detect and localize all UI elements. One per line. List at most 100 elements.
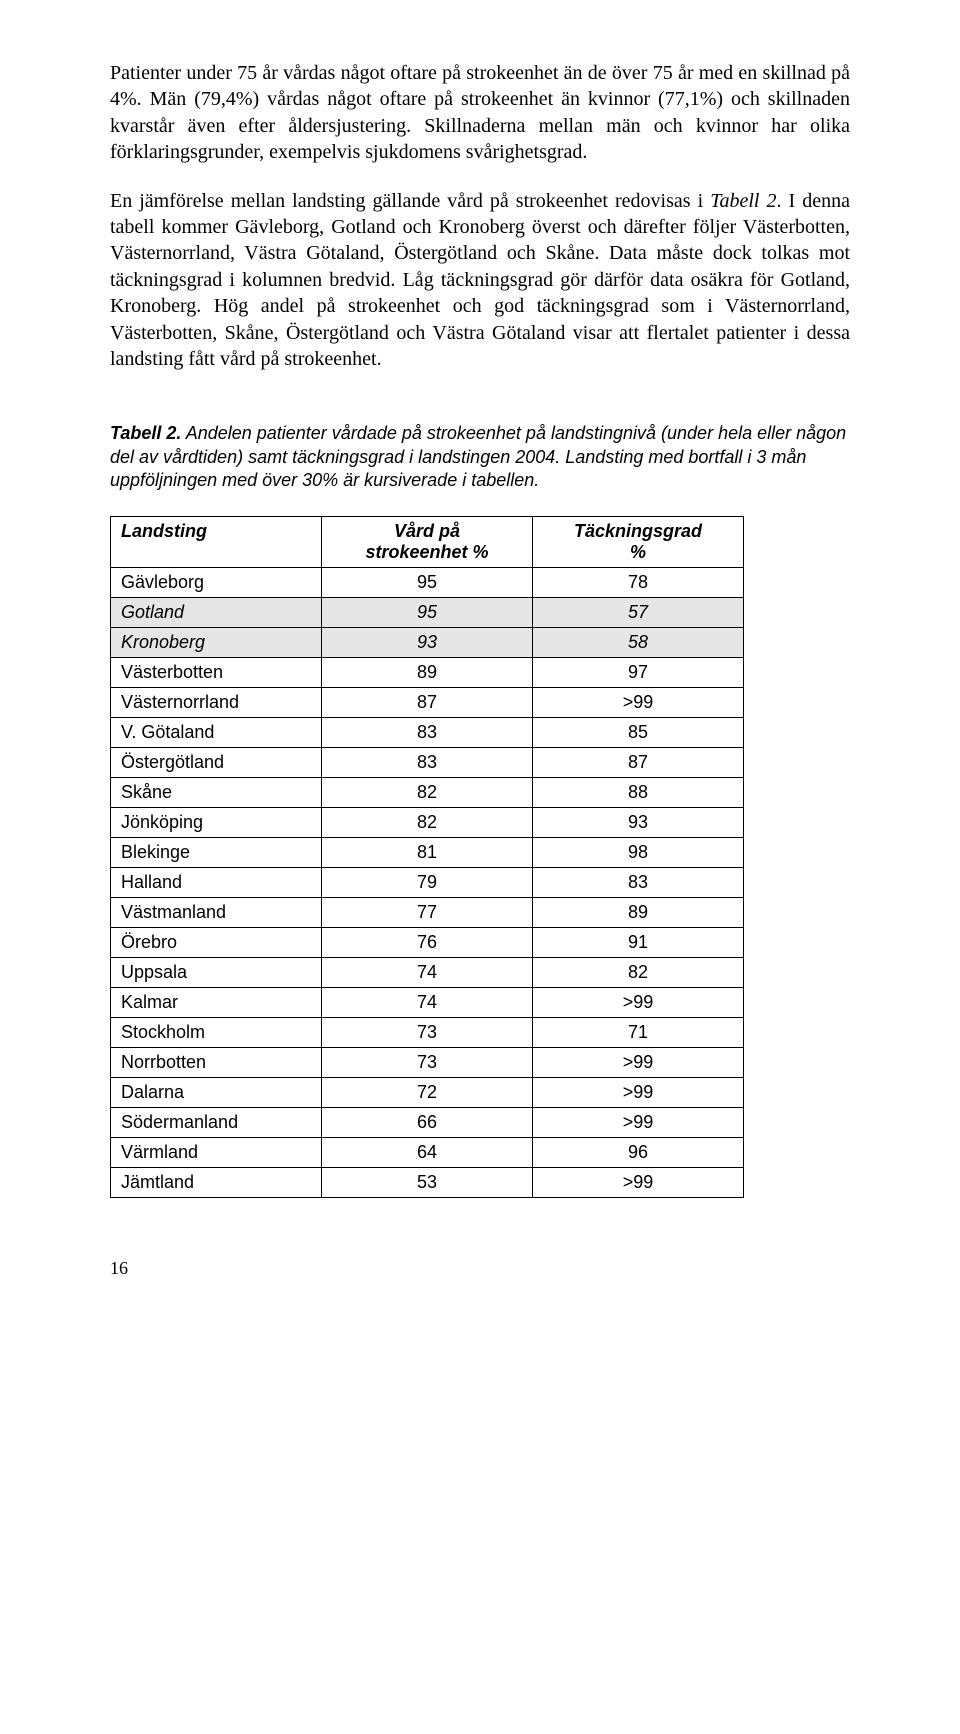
table-row: Västernorrland87>99	[111, 688, 744, 718]
table-row: Södermanland66>99	[111, 1108, 744, 1138]
cell-vard: 79	[322, 868, 533, 898]
cell-tackning: 87	[533, 748, 744, 778]
cell-landsting: Örebro	[111, 928, 322, 958]
cell-landsting: Gävleborg	[111, 568, 322, 598]
cell-vard: 77	[322, 898, 533, 928]
cell-tackning: >99	[533, 1108, 744, 1138]
table-body: Gävleborg9578Gotland9557Kronoberg9358Väs…	[111, 568, 744, 1198]
cell-vard: 83	[322, 718, 533, 748]
cell-tackning: 83	[533, 868, 744, 898]
table-row: Stockholm7371	[111, 1018, 744, 1048]
table-row: Jönköping8293	[111, 808, 744, 838]
col-header-tackning-line2: %	[630, 542, 646, 562]
table-row: Kalmar74>99	[111, 988, 744, 1018]
cell-tackning: 57	[533, 598, 744, 628]
cell-tackning: >99	[533, 1168, 744, 1198]
col-header-tackning: Täckningsgrad %	[533, 517, 744, 568]
cell-vard: 66	[322, 1108, 533, 1138]
cell-landsting: Skåne	[111, 778, 322, 808]
table-reference: Tabell 2	[710, 190, 776, 212]
cell-landsting: Dalarna	[111, 1078, 322, 1108]
cell-landsting: Västmanland	[111, 898, 322, 928]
cell-landsting: Norrbotten	[111, 1048, 322, 1078]
col-header-tackning-line1: Täckningsgrad	[574, 521, 702, 541]
cell-tackning: 85	[533, 718, 744, 748]
cell-landsting: Östergötland	[111, 748, 322, 778]
cell-vard: 89	[322, 658, 533, 688]
table-row: Kronoberg9358	[111, 628, 744, 658]
cell-tackning: 71	[533, 1018, 744, 1048]
table-row: Blekinge8198	[111, 838, 744, 868]
table-row: Halland7983	[111, 868, 744, 898]
cell-landsting: Blekinge	[111, 838, 322, 868]
table-row: V. Götaland8385	[111, 718, 744, 748]
cell-tackning: 98	[533, 838, 744, 868]
cell-tackning: 97	[533, 658, 744, 688]
table-row: Västmanland7789	[111, 898, 744, 928]
table-row: Östergötland8387	[111, 748, 744, 778]
table-row: Gävleborg9578	[111, 568, 744, 598]
cell-tackning: >99	[533, 1048, 744, 1078]
cell-vard: 93	[322, 628, 533, 658]
cell-landsting: Halland	[111, 868, 322, 898]
cell-landsting: Västernorrland	[111, 688, 322, 718]
cell-tackning: >99	[533, 1078, 744, 1108]
cell-vard: 53	[322, 1168, 533, 1198]
table-row: Örebro7691	[111, 928, 744, 958]
cell-tackning: 91	[533, 928, 744, 958]
cell-landsting: Jönköping	[111, 808, 322, 838]
col-header-vard-line1: Vård på	[394, 521, 460, 541]
col-header-landsting: Landsting	[111, 517, 322, 568]
cell-vard: 64	[322, 1138, 533, 1168]
table-row: Dalarna72>99	[111, 1078, 744, 1108]
table-row: Uppsala7482	[111, 958, 744, 988]
cell-landsting: Kalmar	[111, 988, 322, 1018]
cell-tackning: >99	[533, 988, 744, 1018]
document-page: Patienter under 75 år vårdas något oftar…	[0, 0, 960, 1319]
cell-tackning: 78	[533, 568, 744, 598]
cell-vard: 83	[322, 748, 533, 778]
table-caption-label: Tabell 2.	[110, 423, 181, 443]
cell-vard: 82	[322, 778, 533, 808]
cell-vard: 76	[322, 928, 533, 958]
paragraph-1: Patienter under 75 år vårdas något oftar…	[110, 60, 850, 166]
col-header-vard: Vård på strokeenhet %	[322, 517, 533, 568]
cell-vard: 82	[322, 808, 533, 838]
landsting-table: Landsting Vård på strokeenhet % Täckning…	[110, 516, 744, 1198]
cell-vard: 87	[322, 688, 533, 718]
col-header-vard-line2: strokeenhet %	[365, 542, 488, 562]
cell-tackning: >99	[533, 688, 744, 718]
table-row: Västerbotten8997	[111, 658, 744, 688]
table-row: Jämtland53>99	[111, 1168, 744, 1198]
cell-landsting: Stockholm	[111, 1018, 322, 1048]
paragraph-2-rest: . I denna tabell kommer Gävleborg, Gotla…	[110, 190, 850, 370]
cell-landsting: Västerbotten	[111, 658, 322, 688]
cell-tackning: 58	[533, 628, 744, 658]
table-header-row: Landsting Vård på strokeenhet % Täckning…	[111, 517, 744, 568]
cell-landsting: Värmland	[111, 1138, 322, 1168]
paragraph-2: En jämförelse mellan landsting gällande …	[110, 188, 850, 373]
cell-landsting: Jämtland	[111, 1168, 322, 1198]
table-caption: Tabell 2. Andelen patienter vårdade på s…	[110, 422, 850, 492]
table-caption-text: Andelen patienter vårdade på strokeenhet…	[110, 423, 846, 490]
cell-vard: 74	[322, 988, 533, 1018]
cell-landsting: V. Götaland	[111, 718, 322, 748]
cell-landsting: Kronoberg	[111, 628, 322, 658]
cell-vard: 95	[322, 568, 533, 598]
cell-vard: 72	[322, 1078, 533, 1108]
cell-vard: 81	[322, 838, 533, 868]
table-row: Värmland6496	[111, 1138, 744, 1168]
paragraph-2-lead: En jämförelse mellan landsting gällande …	[110, 190, 710, 212]
cell-landsting: Södermanland	[111, 1108, 322, 1138]
cell-vard: 73	[322, 1018, 533, 1048]
table-row: Norrbotten73>99	[111, 1048, 744, 1078]
cell-landsting: Gotland	[111, 598, 322, 628]
cell-vard: 74	[322, 958, 533, 988]
cell-tackning: 89	[533, 898, 744, 928]
page-number: 16	[110, 1258, 850, 1279]
cell-landsting: Uppsala	[111, 958, 322, 988]
cell-tackning: 96	[533, 1138, 744, 1168]
table-row: Skåne8288	[111, 778, 744, 808]
table-row: Gotland9557	[111, 598, 744, 628]
cell-tackning: 82	[533, 958, 744, 988]
